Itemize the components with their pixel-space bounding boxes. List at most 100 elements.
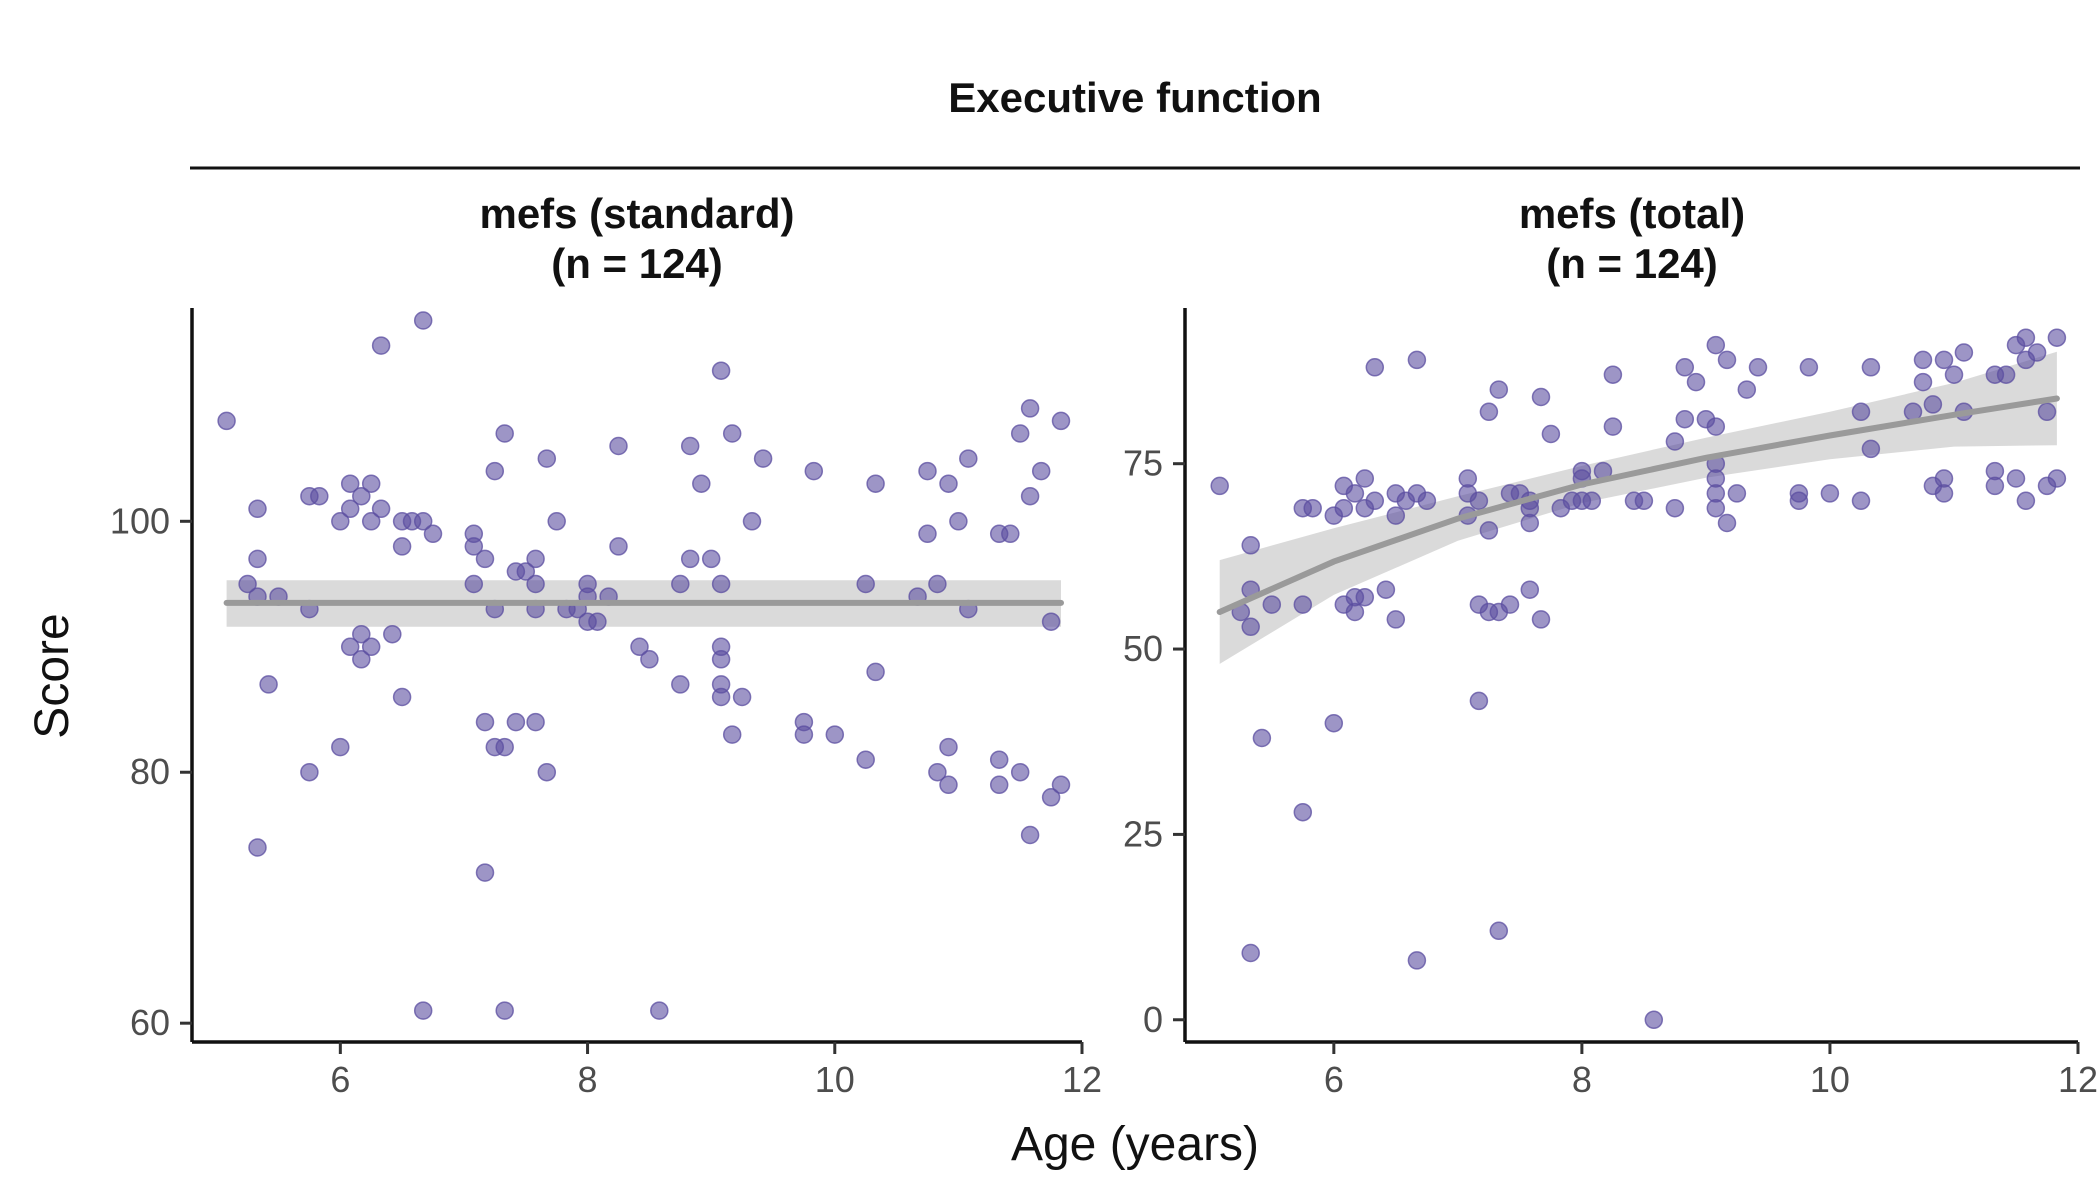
data-point xyxy=(711,574,731,594)
data-point xyxy=(1634,491,1654,511)
data-point xyxy=(701,549,721,569)
data-point xyxy=(413,1001,433,1020)
x-tick-label: 8 xyxy=(1572,1059,1592,1100)
data-point xyxy=(1293,595,1313,614)
data-point xyxy=(361,637,381,657)
data-point xyxy=(856,574,875,594)
data-point xyxy=(1020,825,1040,845)
data-point xyxy=(640,650,659,669)
data-point xyxy=(1665,498,1685,518)
data-point xyxy=(259,675,278,694)
panel-title-standard: mefs (standard) xyxy=(479,190,794,237)
data-point xyxy=(1851,491,1871,511)
data-point xyxy=(1996,365,2016,384)
data-point xyxy=(475,863,495,882)
panel-total: 6 8 10 12 0 25 50 75 xyxy=(1123,308,2098,1100)
data-point xyxy=(1541,424,1561,444)
data-point xyxy=(2006,469,2026,488)
data-point xyxy=(1665,432,1685,451)
data-point xyxy=(1706,417,1726,436)
data-point xyxy=(1500,595,1520,614)
data-point xyxy=(939,737,958,757)
data-point xyxy=(310,486,329,506)
data-point xyxy=(742,512,762,531)
data-point xyxy=(1799,358,1819,377)
data-point xyxy=(1241,617,1260,637)
data-point xyxy=(464,574,484,594)
data-point xyxy=(1324,713,1344,733)
data-point xyxy=(1479,521,1499,540)
panel-standard: 6 8 10 12 60 80 100 xyxy=(110,308,1102,1100)
data-point xyxy=(1717,350,1737,370)
data-point xyxy=(340,637,360,657)
data-point xyxy=(949,512,968,531)
fit-line xyxy=(1216,395,2060,615)
y-tick-label: 25 xyxy=(1123,813,1163,854)
data-point xyxy=(753,449,773,468)
data-point xyxy=(939,775,958,795)
data-point xyxy=(609,537,628,556)
data-point xyxy=(392,687,412,707)
data-point xyxy=(609,436,628,456)
data-point xyxy=(506,712,526,732)
data-point xyxy=(464,537,484,556)
data-point xyxy=(413,311,433,330)
data-point xyxy=(2016,328,2036,347)
data-point xyxy=(526,549,545,569)
data-point xyxy=(371,499,391,519)
y-axis-title: Score xyxy=(26,613,79,738)
data-point xyxy=(1345,602,1365,622)
x-tick-label: 10 xyxy=(815,1059,855,1100)
data-point xyxy=(217,411,236,431)
data-point xyxy=(547,512,566,531)
data-point xyxy=(1861,358,1881,377)
data-point xyxy=(331,737,350,757)
data-point xyxy=(495,424,514,443)
data-point xyxy=(722,424,742,443)
data-point xyxy=(856,750,875,769)
data-point xyxy=(1675,409,1695,429)
data-point xyxy=(1051,775,1071,795)
data-point xyxy=(1717,513,1737,533)
data-point xyxy=(2037,402,2057,422)
data-point xyxy=(248,838,267,857)
data-point xyxy=(1407,350,1427,370)
data-point xyxy=(1789,491,1809,511)
data-point xyxy=(1644,1010,1664,1030)
data-point xyxy=(352,486,371,506)
data-point xyxy=(1031,461,1051,481)
data-point xyxy=(804,461,824,481)
data-point xyxy=(475,712,495,732)
data-point xyxy=(331,512,350,531)
data-point xyxy=(1603,417,1623,436)
data-point xyxy=(928,574,947,594)
x-axis-title: Age (years) xyxy=(1011,1118,1259,1171)
data-point xyxy=(989,750,1009,769)
data-point xyxy=(1001,524,1020,544)
y-tick-label: 75 xyxy=(1123,443,1163,484)
x-tick-label: 12 xyxy=(1062,1059,1102,1100)
data-point xyxy=(711,637,731,657)
data-point xyxy=(1365,491,1385,511)
data-point xyxy=(340,499,360,519)
data-point xyxy=(1469,491,1489,511)
data-point xyxy=(352,624,371,644)
data-point xyxy=(1934,484,1954,503)
data-point xyxy=(1252,728,1272,748)
data-point xyxy=(1531,610,1551,629)
data-point xyxy=(485,461,505,481)
data-point xyxy=(361,512,381,531)
data-point xyxy=(352,650,371,669)
data-point xyxy=(1985,476,2005,496)
data-point xyxy=(1520,513,1540,533)
data-point xyxy=(495,737,514,757)
data-point xyxy=(371,336,391,355)
data-point xyxy=(989,775,1009,795)
data-point xyxy=(2027,343,2047,362)
data-point xyxy=(361,474,381,493)
x-tick-label: 12 xyxy=(2058,1059,2098,1100)
data-point xyxy=(711,361,731,380)
data-point xyxy=(1913,372,1933,392)
data-point xyxy=(1531,387,1551,407)
data-point xyxy=(1603,365,1623,384)
